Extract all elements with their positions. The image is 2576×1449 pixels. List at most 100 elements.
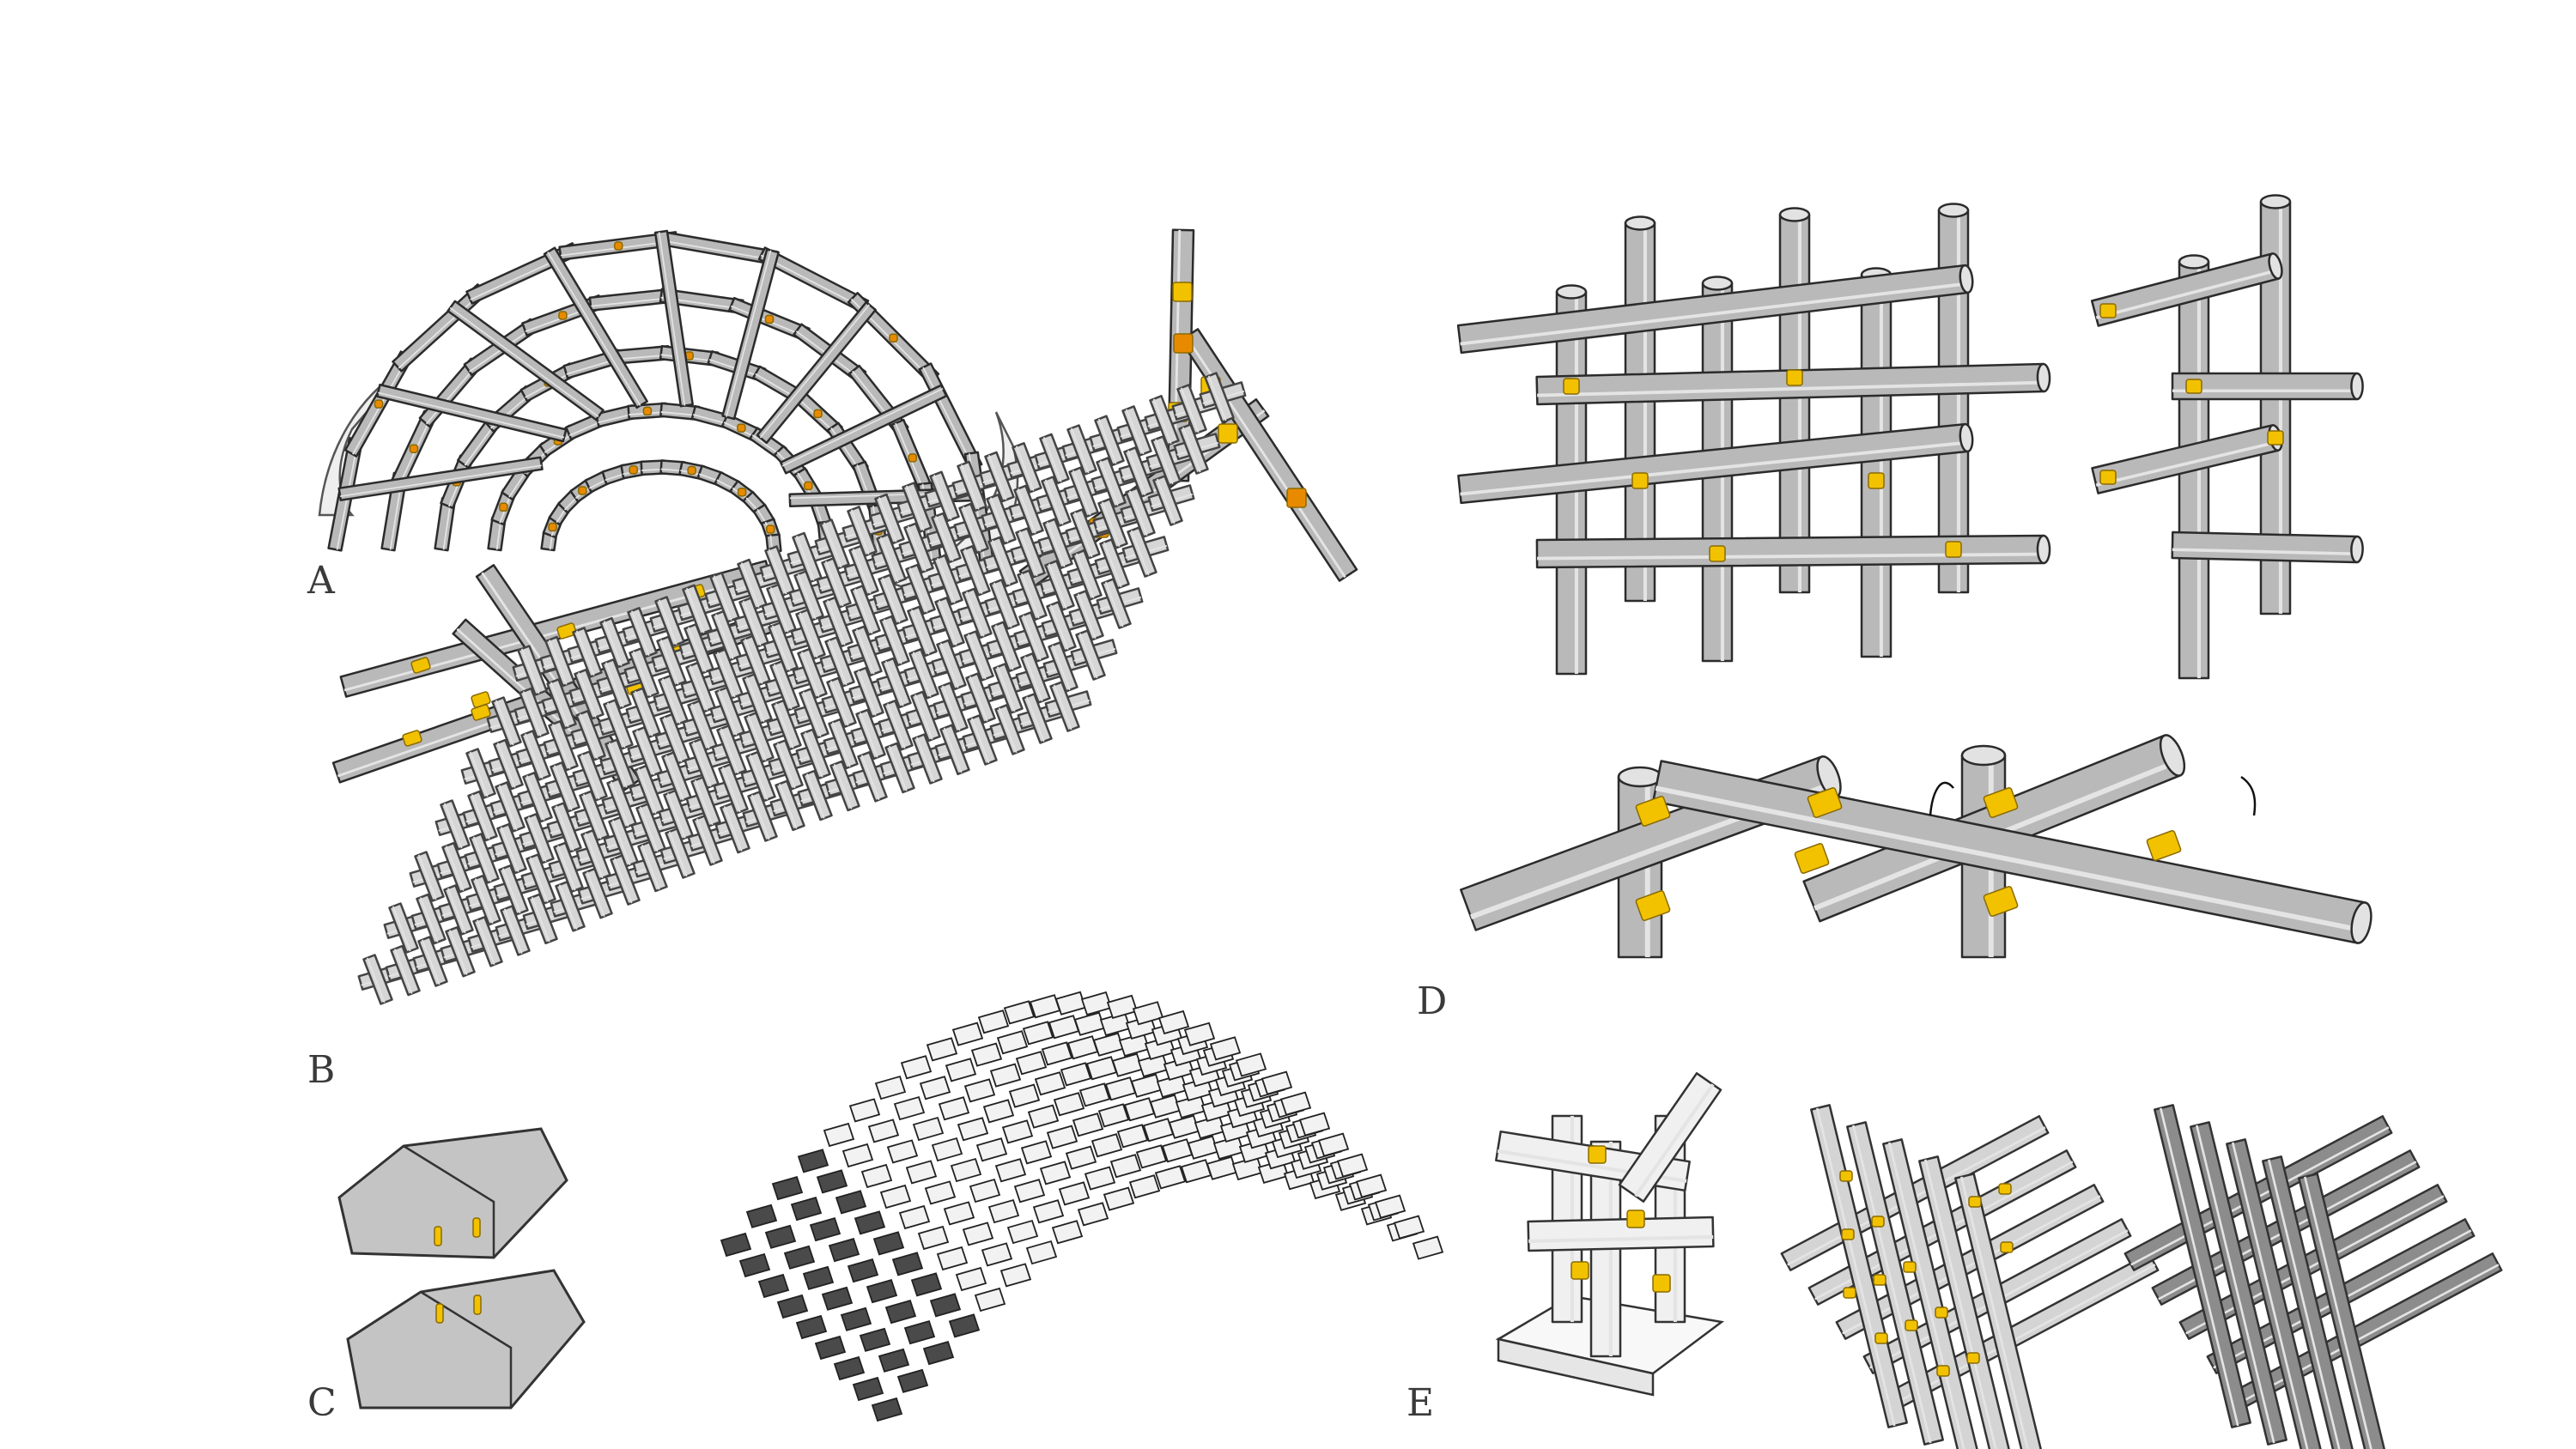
joint-notch bbox=[2146, 830, 2182, 861]
rod-highlight bbox=[555, 805, 574, 852]
rod-highlight bbox=[1101, 501, 1121, 548]
rod-highlight bbox=[685, 587, 705, 634]
vault-tile bbox=[1142, 1118, 1175, 1143]
rod-highlight bbox=[884, 660, 904, 706]
rod-highlight bbox=[419, 897, 439, 943]
vault-tile bbox=[1058, 1181, 1091, 1206]
vault-tile bbox=[1080, 991, 1113, 1016]
vault-tile bbox=[1078, 1082, 1111, 1107]
rod-highlight bbox=[448, 930, 468, 975]
rod-highlight bbox=[771, 625, 791, 671]
rod-highlight bbox=[828, 640, 848, 686]
rod-highlight bbox=[749, 755, 769, 800]
rod-highlight bbox=[586, 871, 605, 917]
joint-notch bbox=[1635, 796, 1671, 827]
joint-notch bbox=[1709, 545, 1726, 562]
rod-highlight bbox=[915, 737, 935, 783]
rod-highlight bbox=[912, 652, 932, 697]
rod-highlight bbox=[987, 454, 1007, 500]
joint-notch bbox=[558, 311, 568, 320]
rod-highlight bbox=[1049, 604, 1069, 651]
vault-tile bbox=[852, 1376, 884, 1402]
rod-highlight bbox=[472, 836, 492, 882]
rod-highlight bbox=[501, 868, 521, 913]
joint-notch bbox=[556, 622, 577, 640]
vault-tile bbox=[1109, 1154, 1142, 1179]
rod-highlight bbox=[661, 678, 681, 724]
rod-highlight bbox=[2159, 1107, 2239, 1427]
rod-highlight bbox=[443, 803, 463, 849]
rod-highlight bbox=[1923, 1159, 1997, 1449]
rod-highlight bbox=[726, 250, 772, 417]
rod-highlight bbox=[1075, 553, 1095, 599]
joint-notch bbox=[434, 1226, 442, 1246]
rod-end-cap bbox=[2159, 734, 2186, 777]
rod-highlight bbox=[1048, 563, 1067, 609]
rod-highlight bbox=[579, 713, 598, 759]
vault-tile bbox=[929, 1293, 962, 1318]
panel-e-lattice-dark bbox=[2123, 1104, 2503, 1449]
joint-notch bbox=[1841, 1228, 1855, 1240]
rod-highlight bbox=[1152, 398, 1172, 445]
rod-highlight bbox=[445, 846, 465, 891]
vault-tile bbox=[1085, 1056, 1118, 1081]
rod-highlight bbox=[716, 652, 736, 698]
panel-e-connector bbox=[1495, 1072, 1725, 1397]
rod-highlight bbox=[1020, 573, 1040, 619]
joint-notch bbox=[1945, 541, 1962, 558]
vault-tile bbox=[1261, 1070, 1293, 1095]
rod-highlight bbox=[910, 609, 930, 655]
rod-highlight bbox=[608, 742, 628, 788]
joint-notch bbox=[813, 409, 823, 419]
rod-highlight bbox=[1842, 1195, 2101, 1335]
rod-highlight bbox=[522, 691, 542, 737]
grid-post bbox=[1860, 273, 1893, 658]
rod-highlight bbox=[797, 573, 817, 620]
rod-end-cap bbox=[2036, 534, 2051, 565]
vault-tile bbox=[814, 1335, 847, 1361]
rod-highlight bbox=[1104, 581, 1124, 627]
rod-highlight bbox=[922, 367, 975, 469]
rod-highlight bbox=[1125, 409, 1145, 455]
rod-highlight bbox=[366, 957, 386, 1003]
base-plate-side bbox=[1497, 1337, 1655, 1397]
rod-highlight bbox=[907, 525, 927, 572]
rod-end-cap bbox=[2259, 194, 2292, 209]
vault-tile bbox=[847, 1258, 879, 1283]
vault-tile bbox=[1106, 994, 1139, 1020]
vault-tile bbox=[950, 1157, 982, 1183]
vault-tile bbox=[1235, 1052, 1267, 1077]
vault-tile bbox=[963, 1078, 996, 1103]
joint-notch bbox=[578, 486, 587, 495]
joint-notch bbox=[499, 502, 508, 512]
rod-highlight bbox=[474, 878, 494, 924]
rod-end-cap bbox=[1959, 264, 1974, 294]
rod-highlight bbox=[531, 896, 550, 943]
rod-highlight bbox=[720, 728, 739, 774]
rod-highlight bbox=[632, 651, 652, 697]
grid-bar bbox=[1535, 534, 2045, 569]
rod-highlight bbox=[553, 765, 573, 810]
rod-end-cap bbox=[1555, 284, 1588, 300]
joint-notch bbox=[1966, 1352, 1980, 1364]
rod-end-cap bbox=[2350, 901, 2372, 944]
rod-highlight bbox=[694, 779, 714, 826]
rod-highlight bbox=[1042, 436, 1062, 482]
joint-notch bbox=[908, 453, 918, 463]
joint-notch bbox=[1968, 1196, 1982, 1208]
vault-tile bbox=[1051, 1220, 1084, 1245]
vault-tile bbox=[1015, 1051, 1048, 1076]
dome-rod bbox=[721, 248, 780, 421]
joint-notch bbox=[410, 657, 431, 674]
rod-highlight bbox=[1154, 439, 1174, 485]
vault-tile bbox=[898, 1204, 931, 1230]
vault-tile bbox=[1091, 1133, 1123, 1158]
rod-highlight bbox=[826, 600, 846, 646]
vault-tile bbox=[977, 1009, 1010, 1034]
rod-highlight bbox=[524, 733, 544, 779]
rod-highlight bbox=[580, 754, 600, 800]
rod-highlight bbox=[1180, 387, 1200, 433]
rod-highlight bbox=[799, 612, 818, 658]
vault-tile bbox=[1279, 1091, 1312, 1116]
joint-notch bbox=[1843, 1287, 1856, 1299]
